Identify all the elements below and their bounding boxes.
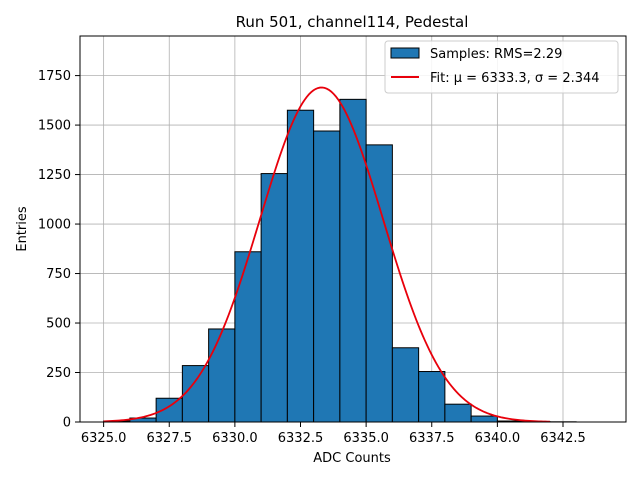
histogram-bar-7: [286, 109, 315, 423]
legend-label-fit: Fit: μ = 6333.3, σ = 2.344: [430, 71, 600, 86]
histogram-bar-6: [260, 173, 288, 423]
y-tick-label-6: 1500: [38, 119, 71, 134]
plot-frame: [79, 35, 627, 423]
x-tick-label-2: 6330.0: [212, 431, 258, 446]
legend-histogram-swatch: [390, 47, 420, 59]
y-tick-label-1: 250: [46, 366, 71, 381]
histogram-bar-13: [444, 403, 472, 423]
histogram-bar-3: [181, 365, 210, 423]
y-tick-label-7: 1750: [38, 69, 71, 84]
x-axis-label: ADC Counts: [313, 451, 391, 466]
histogram-bar-9: [339, 98, 367, 423]
x-tick-label-0: 6325.0: [81, 431, 127, 446]
x-tick-label-6: 6340.0: [475, 431, 521, 446]
x-tick-label-3: 6332.5: [278, 431, 324, 446]
y-tick-label-0: 0: [63, 416, 71, 431]
legend-label-samples: Samples: RMS=2.29: [430, 47, 562, 62]
histogram-bar-11: [391, 347, 420, 423]
histogram-bar-4: [208, 328, 236, 423]
x-tick-label-5: 6337.5: [409, 431, 455, 446]
x-tick-label-7: 6342.5: [540, 431, 586, 446]
fit-curve-group: [103, 86, 550, 423]
y-axis-label: Entries: [15, 206, 30, 252]
fit-curve: [103, 86, 550, 423]
x-tick-label-1: 6327.5: [147, 431, 193, 446]
y-tick-label-2: 500: [46, 317, 71, 332]
histogram-bar-8: [313, 130, 341, 423]
axis-ticks: 6325.0 6327.5 6330.0 6332.5 6335.0 6337.5 6340…: [38, 69, 586, 446]
y-tick-label-3: 750: [46, 267, 71, 282]
histogram-bar-10: [365, 144, 393, 423]
histogram-bar-2: [155, 397, 183, 423]
y-tick-label-4: 1000: [38, 218, 71, 233]
histogram-bar-5: [234, 251, 262, 423]
legend-box: [384, 40, 619, 94]
legend: Samples: RMS=2.29 Fit: μ = 6333.3, σ = 2…: [384, 40, 619, 94]
chart-title: Run 501, channel114, Pedestal: [236, 13, 469, 31]
x-tick-label-4: 6335.0: [343, 431, 389, 446]
histogram-bars: [103, 98, 577, 423]
y-tick-label-5: 1250: [38, 168, 71, 183]
histogram-bar-14: [470, 415, 498, 423]
histogram-bar-12: [418, 371, 446, 423]
